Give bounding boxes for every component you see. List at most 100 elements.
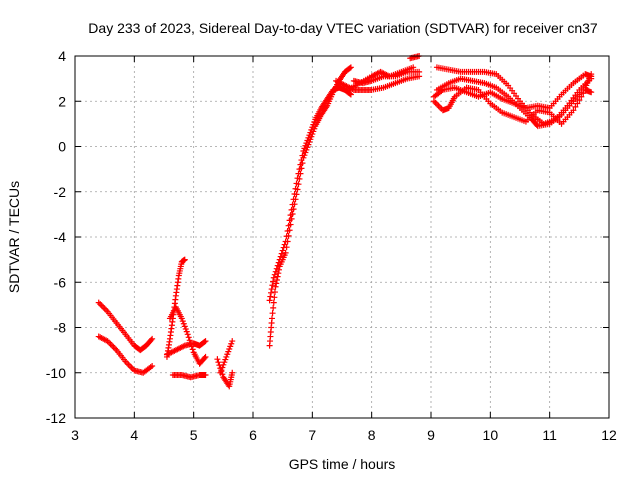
series-track-14	[407, 53, 423, 62]
data-point	[588, 73, 595, 80]
data-point	[270, 299, 277, 306]
data-point	[201, 355, 208, 362]
data-point	[347, 91, 354, 98]
y-tick-label: -6	[54, 274, 67, 290]
series-track-5	[163, 338, 209, 358]
data-point	[277, 253, 284, 260]
data-point	[221, 359, 228, 366]
series-track-4	[166, 304, 209, 367]
data-point	[290, 196, 297, 203]
axis-ticks	[74, 55, 610, 419]
data-point	[148, 336, 155, 343]
data-point	[302, 142, 309, 149]
data-point	[183, 328, 190, 335]
y-tick-labels: -12 -10 -8 -6 -4 -2 0 2 4	[46, 48, 66, 426]
data-point	[308, 126, 315, 133]
y-tick-label: -10	[46, 365, 66, 381]
data-point	[222, 356, 229, 363]
data-point	[215, 359, 222, 366]
series-track-9	[266, 64, 354, 349]
data-point	[293, 180, 300, 187]
y-tick-label: 0	[58, 139, 66, 155]
data-point	[271, 289, 278, 296]
data-point	[223, 353, 230, 360]
data-point	[282, 238, 289, 245]
x-tick-label: 6	[249, 427, 257, 443]
data-point	[219, 364, 226, 371]
data-point	[269, 310, 276, 317]
data-point	[307, 129, 314, 136]
data-point	[228, 340, 235, 347]
data-point	[273, 280, 280, 287]
series-track-17	[430, 71, 595, 112]
x-tick-label: 8	[368, 427, 376, 443]
data-point	[301, 145, 308, 152]
data-point	[311, 118, 318, 125]
data-point	[181, 256, 188, 263]
data-point	[180, 320, 187, 327]
y-tick-label: -12	[46, 410, 66, 426]
data-point	[149, 362, 156, 369]
data-point	[580, 90, 587, 97]
data-point	[181, 323, 188, 330]
data-point	[291, 191, 298, 198]
data-point	[284, 227, 291, 234]
data-point	[576, 97, 583, 104]
data-point	[588, 89, 595, 96]
x-tick-label: 9	[427, 427, 435, 443]
series-track-6	[169, 372, 209, 381]
data-point	[288, 206, 295, 213]
data-point	[149, 335, 156, 342]
data-point	[184, 331, 191, 338]
data-point	[270, 278, 277, 285]
series-track-1	[95, 299, 156, 354]
data-point	[274, 262, 281, 269]
x-tick-label: 10	[483, 427, 499, 443]
chart-title: Day 233 of 2023, Sidereal Day-to-day VTE…	[88, 20, 598, 36]
data-point	[185, 334, 192, 341]
y-axis-label: SDTVAR / TECUs	[6, 181, 22, 293]
data-point	[303, 140, 310, 147]
data-point	[268, 286, 275, 293]
data-point	[281, 241, 288, 248]
data-point	[227, 343, 234, 350]
data-point	[225, 348, 232, 355]
y-tick-label: 2	[58, 93, 66, 109]
data-point	[202, 338, 209, 345]
y-tick-label: -4	[54, 229, 67, 245]
data-point	[201, 338, 208, 345]
data-point	[578, 93, 585, 100]
data-point	[298, 157, 305, 164]
data-point	[220, 361, 227, 368]
data-point	[182, 326, 189, 333]
data-point	[574, 100, 581, 107]
data-point	[292, 185, 299, 192]
data-point	[289, 201, 296, 208]
x-tick-label: 12	[601, 427, 617, 443]
data-point	[266, 297, 273, 304]
data-point	[272, 283, 279, 290]
data-point	[306, 132, 313, 139]
data-point	[270, 304, 277, 311]
series-track-2	[95, 333, 156, 376]
data-point	[179, 318, 186, 325]
data-point	[283, 233, 290, 240]
series-track-13	[344, 64, 417, 93]
data-point	[309, 124, 316, 131]
data-point	[273, 276, 280, 283]
data-point	[300, 148, 307, 155]
x-tick-labels: 3 4 5 6 7 8 9 10 11 12	[71, 427, 617, 443]
data-point	[347, 64, 354, 71]
data-point	[286, 217, 293, 224]
data-marks	[95, 53, 595, 390]
data-point	[229, 369, 236, 376]
data-point	[279, 247, 286, 254]
data-point	[572, 103, 579, 110]
data-point	[310, 121, 317, 128]
data-point	[273, 265, 280, 272]
data-point	[270, 274, 277, 281]
data-point	[269, 282, 276, 289]
data-point	[202, 372, 209, 379]
series-track-18	[430, 84, 595, 127]
data-point	[217, 369, 224, 376]
